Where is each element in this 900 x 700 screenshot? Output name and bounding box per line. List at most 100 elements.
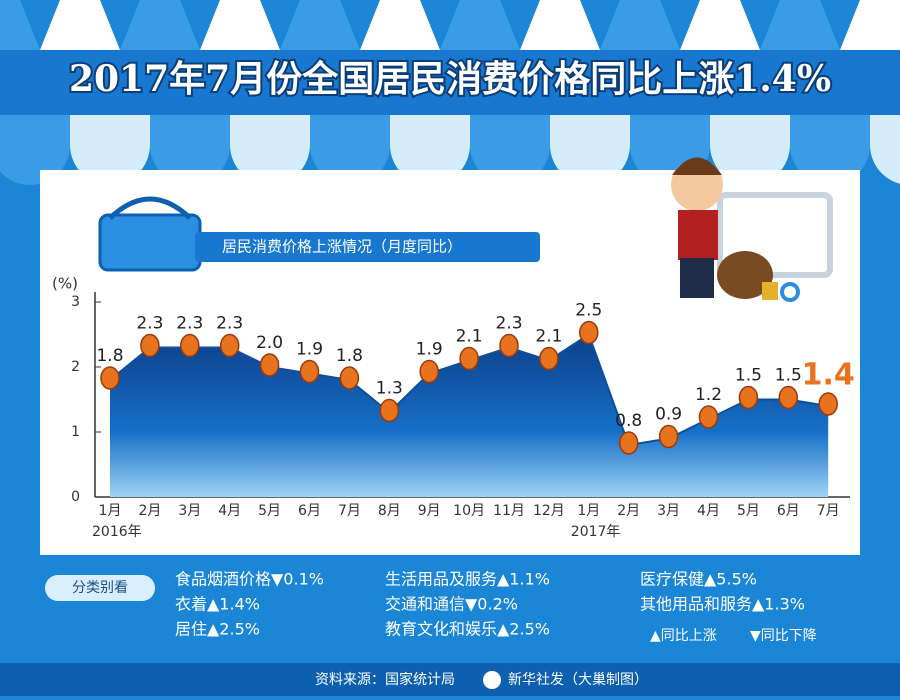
footer-credit: 新华社发（大巢制图） xyxy=(508,672,648,688)
x-tick-label: 10月 xyxy=(453,503,485,519)
legend-entry: ▲同比上涨 xyxy=(650,628,717,644)
breakdown-item: 其他用品和服务▲1.3% xyxy=(640,595,805,614)
balloon-marker xyxy=(419,359,439,384)
value-label: 2.3 xyxy=(495,314,522,334)
value-label: 0.8 xyxy=(615,411,642,431)
area xyxy=(110,334,829,497)
awning-stripe xyxy=(520,0,600,50)
y-tick-label: 1 xyxy=(71,424,80,440)
x-tick-label: 1月 xyxy=(577,503,600,519)
x-tick-label: 5月 xyxy=(258,503,281,519)
value-label: 1.8 xyxy=(96,346,123,366)
breakdown-item: 食品烟酒价格▼0.1% xyxy=(175,570,324,589)
x-tick-label: 6月 xyxy=(298,503,321,519)
footer-source: 资料来源：国家统计局 xyxy=(315,671,455,688)
balloon-marker xyxy=(180,333,200,358)
value-label: 1.5 xyxy=(735,366,762,386)
awning-scallop xyxy=(790,115,870,185)
x-tick-label: 12月 xyxy=(533,503,565,519)
awning-stripe xyxy=(120,0,200,50)
x-tick-label: 11月 xyxy=(493,503,525,519)
awning-stripe xyxy=(280,0,360,50)
x-tick-label: 8月 xyxy=(378,503,401,519)
subtitle-banner xyxy=(195,232,540,262)
balloon-marker xyxy=(499,333,519,358)
awning-scallop xyxy=(70,115,150,185)
balloon-marker xyxy=(299,359,320,384)
value-label: 2.3 xyxy=(136,314,163,334)
x-tick-label: 2月 xyxy=(138,503,161,519)
balloon-marker xyxy=(339,366,360,390)
awning-stripe xyxy=(40,0,120,50)
value-label: 1.9 xyxy=(296,340,323,360)
x-tick-label: 7月 xyxy=(817,503,840,519)
balloon-marker xyxy=(539,346,559,371)
legend-entry: ▼同比下降 xyxy=(750,628,817,644)
awning-stripe xyxy=(840,0,900,50)
shopkeeper-illustration xyxy=(671,157,833,302)
awning-scallop xyxy=(230,115,310,185)
x-tick-label: 1月 xyxy=(99,503,122,519)
balloon-marker xyxy=(379,398,400,423)
breakdown-item: 交通和通信▼0.2% xyxy=(385,595,518,614)
awning-stripe xyxy=(680,0,760,50)
value-label: 2.1 xyxy=(456,327,483,347)
breakdown-pill xyxy=(45,575,155,601)
x-tick-label: 5月 xyxy=(737,503,760,519)
balloon-marker xyxy=(100,366,120,390)
value-label: 1.3 xyxy=(376,379,403,399)
awning-scallop xyxy=(550,115,630,185)
x-tick-label: 6月 xyxy=(777,503,800,519)
balloon-marker xyxy=(219,333,240,358)
x-tick-label: 4月 xyxy=(697,503,720,519)
breakdown-item: 衣着▲1.4% xyxy=(175,595,260,614)
awning-scallop xyxy=(150,115,230,185)
balloon-marker xyxy=(459,346,479,371)
value-label: 1.4 xyxy=(802,358,855,393)
value-label: 1.5 xyxy=(775,366,802,386)
x-tick-label: 7月 xyxy=(338,503,361,519)
year-label: 2016年 xyxy=(92,524,142,540)
balloon-marker xyxy=(658,424,679,449)
awning-stripe xyxy=(760,0,840,50)
balloon-marker xyxy=(140,333,160,358)
balloon-marker xyxy=(818,392,838,416)
awning-scallop xyxy=(0,115,70,185)
balloon-marker xyxy=(738,385,759,410)
breakdown-item: 居住▲2.5% xyxy=(175,620,260,639)
subtitle: 居民消费价格上涨情况（月度同比） xyxy=(222,238,462,256)
value-label: 2.0 xyxy=(256,333,283,353)
breakdown-item: 医疗保健▲5.5% xyxy=(640,570,757,589)
balloon-marker xyxy=(259,353,280,377)
y-tick-label: 3 xyxy=(71,294,80,310)
awning-stripe xyxy=(200,0,280,50)
awning-stripe xyxy=(0,0,40,50)
title: 2017年7月份全国居民消费价格同比上涨1.4% xyxy=(69,58,831,100)
value-label: 0.9 xyxy=(655,405,682,425)
value-label: 1.8 xyxy=(336,346,363,366)
y-tick-label: 0 xyxy=(71,489,80,505)
y-tick-label: 2 xyxy=(71,359,80,375)
awning xyxy=(0,0,900,185)
value-label: 2.1 xyxy=(535,327,562,347)
x-tick-label: 9月 xyxy=(418,503,441,519)
breakdown-item: 教育文化和娱乐▲2.5% xyxy=(385,620,550,639)
x-tick-label: 3月 xyxy=(657,503,680,519)
logo xyxy=(483,671,501,689)
balloon-marker xyxy=(698,405,719,429)
value-label: 2.5 xyxy=(575,301,602,321)
x-tick-label: 3月 xyxy=(178,503,201,519)
year-label: 2017年 xyxy=(571,524,621,540)
breakdown-heading: 分类别看 xyxy=(72,580,128,596)
value-label: 1.2 xyxy=(695,385,722,405)
awning-scallop xyxy=(470,115,550,185)
x-tick-label: 4月 xyxy=(218,503,241,519)
balloon-marker xyxy=(618,431,639,455)
balloon-marker xyxy=(579,320,599,345)
awning-scallop xyxy=(310,115,390,185)
x-tick-label: 2月 xyxy=(617,503,640,519)
awning-stripe xyxy=(600,0,680,50)
value-label: 2.3 xyxy=(176,314,203,334)
awning-scallop xyxy=(710,115,790,185)
